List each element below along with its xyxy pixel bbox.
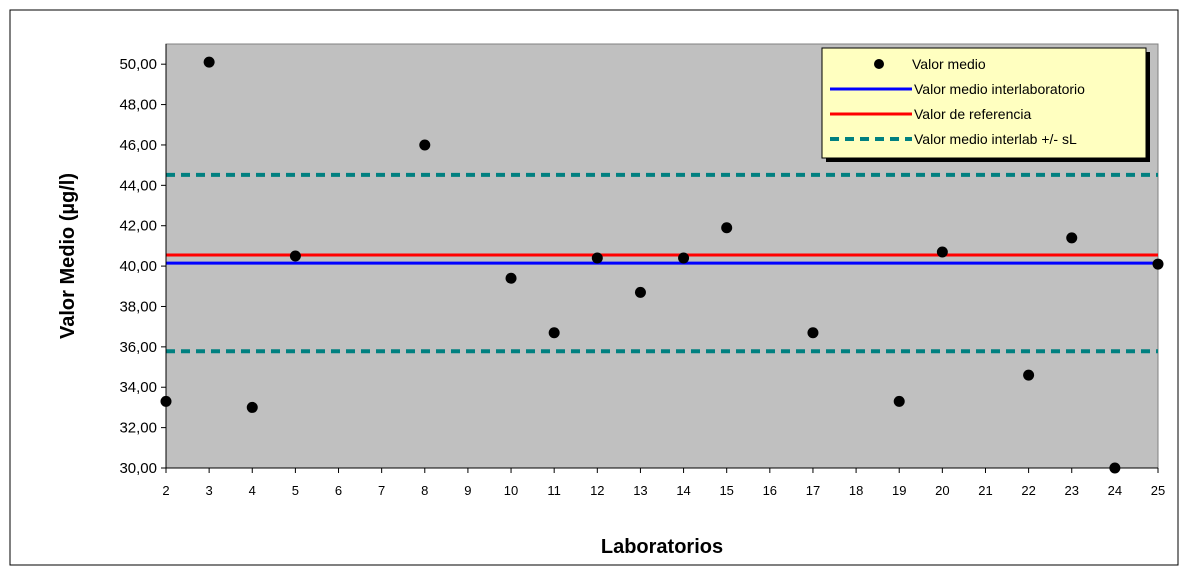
data-point-lab-25 (1152, 258, 1164, 270)
x-tick-label: 17 (806, 483, 820, 498)
y-tick-label: 36,00 (119, 339, 157, 356)
data-point-lab-15 (721, 222, 733, 234)
legend-entry: Valor medio (912, 56, 986, 72)
y-tick-label: 42,00 (119, 218, 157, 235)
x-tick-label: 3 (206, 483, 213, 498)
reference-lines (166, 172, 1158, 354)
data-point-lab-13 (634, 286, 646, 298)
x-tick-label: 14 (676, 483, 690, 498)
data-point-lab-3 (203, 56, 215, 68)
x-tick-label: 12 (590, 483, 604, 498)
legend-entry: Valor medio interlab +/- sL (914, 131, 1077, 147)
data-point-lab-4 (246, 401, 258, 413)
data-point-lab-5 (289, 250, 301, 262)
x-tick-label: 23 (1065, 483, 1079, 498)
y-tick-label: 40,00 (119, 258, 157, 275)
legend-symbol (874, 59, 884, 69)
data-point-lab-19 (893, 395, 905, 407)
x-tick-label: 6 (335, 483, 342, 498)
data-point-lab-10 (505, 272, 517, 284)
x-tick-label: 7 (378, 483, 385, 498)
data-point-lab-14 (678, 252, 690, 264)
x-tick-label: 18 (849, 483, 863, 498)
x-tick-label: 19 (892, 483, 906, 498)
x-tick-label: 11 (547, 483, 561, 498)
y-tick-label: 44,00 (119, 177, 157, 194)
x-tick-label: 20 (935, 483, 949, 498)
y-tick-label: 50,00 (119, 56, 157, 73)
y-tick-label: 30,00 (119, 460, 157, 477)
x-tick-label: 4 (249, 483, 256, 498)
x-tick-label: 10 (504, 483, 518, 498)
x-tick-label: 21 (978, 483, 992, 498)
x-tick-label: 13 (633, 483, 647, 498)
x-axis-title: Laboratorios (601, 536, 723, 558)
legend: Valor medio Valor medio interlaboratorio V… (821, 47, 1150, 162)
x-tick-label: 8 (421, 483, 428, 498)
x-tick-label: 22 (1021, 483, 1035, 498)
x-tick-label: 16 (763, 483, 777, 498)
y-tick-label: 34,00 (119, 379, 157, 396)
data-point-lab-11 (548, 327, 560, 339)
legend-entry: Valor medio interlaboratorio (914, 81, 1085, 97)
data-point-lab-23 (1066, 232, 1078, 244)
data-point-lab-8 (419, 139, 431, 151)
x-tick-label: 5 (292, 483, 299, 498)
legend-entry: Valor de referencia (914, 106, 1031, 122)
x-tick-label: 25 (1151, 483, 1165, 498)
y-tick-label: 46,00 (119, 137, 157, 154)
data-point-lab-17 (807, 327, 819, 339)
x-tick-label: 9 (464, 483, 471, 498)
x-tick-label: 2 (162, 483, 169, 498)
y-axis: 30,00 32,00 34,00 36,00 38,00 40,00 42,00 44,00… (119, 44, 167, 477)
x-tick-label: 24 (1108, 483, 1122, 498)
y-tick-label: 32,00 (119, 420, 157, 437)
data-points (160, 56, 1164, 474)
y-axis-title: Valor Medio (µg/l) (57, 173, 79, 339)
x-axis: 2 3 4 5 6 7 8 9 10 11 12 13 14 15 16 17 18 19 20 21 22 23 24 25 (162, 467, 1165, 498)
data-point-lab-12 (591, 252, 603, 264)
data-point-lab-20 (936, 246, 948, 258)
data-point-lab-22 (1023, 369, 1035, 381)
x-tick-label: 15 (719, 483, 733, 498)
y-tick-label: 48,00 (119, 97, 157, 114)
y-tick-label: 38,00 (119, 298, 157, 315)
